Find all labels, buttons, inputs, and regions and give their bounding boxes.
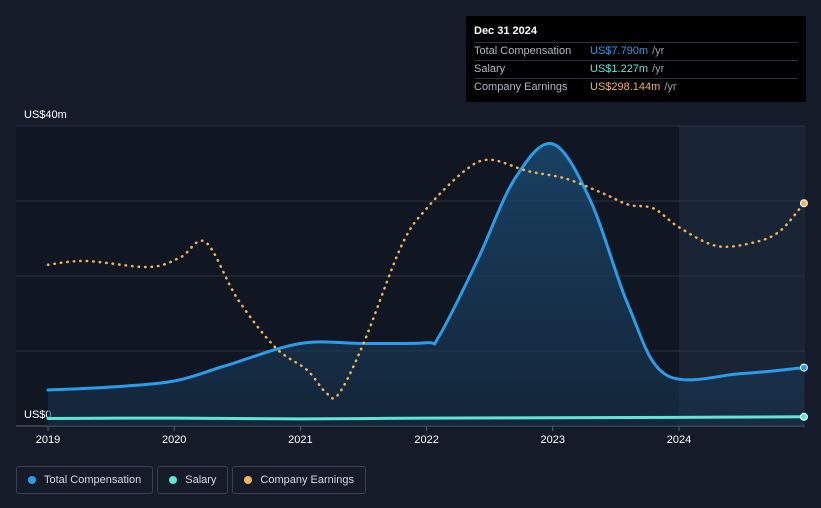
tooltip-row-total-compensation: Total Compensation US$7.790m /yr — [474, 42, 798, 60]
chart-legend: Total Compensation Salary Company Earnin… — [16, 466, 366, 494]
legend-item-total-compensation[interactable]: Total Compensation — [16, 466, 154, 494]
legend-label: Company Earnings — [260, 474, 354, 486]
x-tick-label: 2023 — [541, 434, 565, 446]
x-tick-label: 2024 — [667, 434, 691, 446]
legend-item-salary[interactable]: Salary — [157, 466, 229, 494]
legend-item-company-earnings[interactable]: Company Earnings — [232, 466, 366, 494]
total-compensation-end-point — [799, 363, 808, 372]
tooltip-label: Salary — [474, 63, 506, 75]
tooltip-date: Dec 31 2024 — [474, 25, 537, 37]
tooltip-value: US$1.227m — [590, 63, 649, 75]
tooltip-row-company-earnings: Company Earnings US$298.144m /yr — [474, 78, 798, 96]
tooltip-label: Total Compensation — [474, 45, 572, 57]
legend-dot-icon — [244, 476, 253, 484]
legend-dot-icon — [169, 476, 178, 484]
tooltip-unit: /yr — [664, 81, 677, 93]
total-compensation-line — [46, 142, 806, 392]
y-axis-zero-label: US$0 — [24, 409, 52, 421]
total-compensation-area — [48, 143, 804, 427]
tooltip-value: US$298.144m — [590, 81, 661, 93]
tooltip-unit: /yr — [652, 45, 665, 57]
y-axis-top-label: US$40m — [24, 109, 67, 121]
salary-line — [46, 415, 806, 421]
company-earnings-end-point — [799, 199, 808, 208]
tooltip-unit: /yr — [652, 63, 665, 75]
company-earnings-line — [46, 158, 806, 400]
salary-end-point — [799, 412, 808, 421]
x-axis: 2019 2020 2021 2022 2023 2024 — [36, 426, 691, 446]
x-tick-label: 2022 — [414, 434, 438, 446]
legend-label: Total Compensation — [44, 474, 142, 486]
hover-tooltip: Dec 31 2024 Total Compensation US$7.790m… — [466, 16, 806, 102]
tooltip-row-salary: Salary US$1.227m /yr — [474, 60, 798, 78]
tooltip-value: US$7.790m — [590, 45, 649, 57]
legend-label: Salary — [185, 474, 217, 486]
legend-dot-icon — [28, 476, 36, 484]
x-tick-label: 2019 — [36, 434, 60, 446]
tooltip-label: Company Earnings — [474, 81, 568, 93]
x-tick-label: 2021 — [288, 434, 312, 446]
series-layer — [46, 142, 808, 427]
x-tick-label: 2020 — [162, 434, 186, 446]
